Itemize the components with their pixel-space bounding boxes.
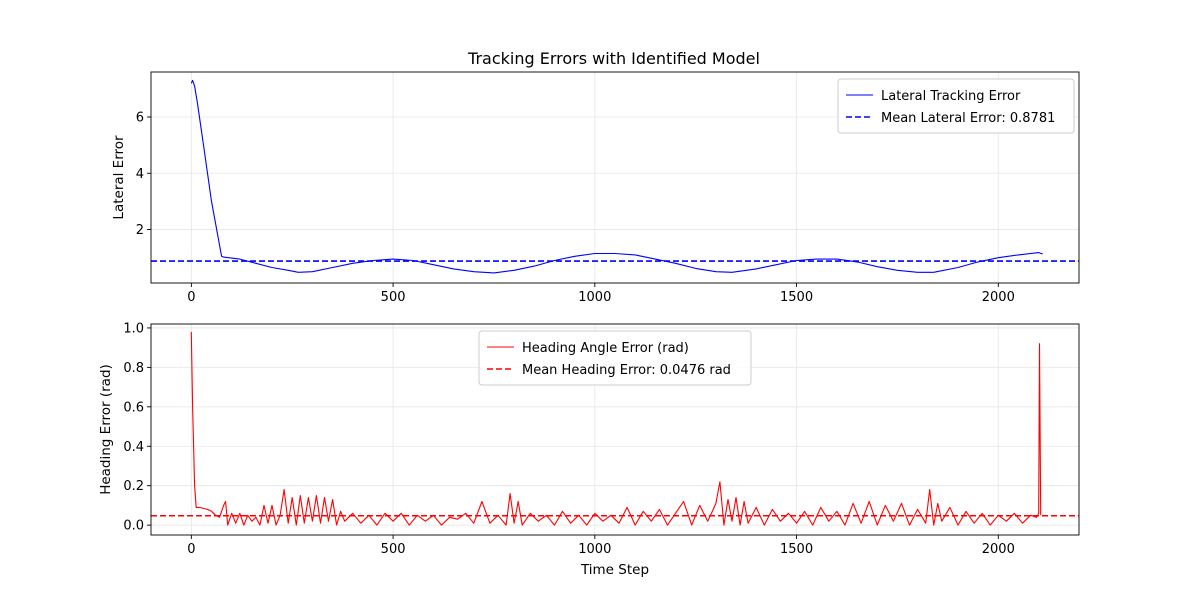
figure-title: Tracking Errors with Identified Model [467, 49, 760, 68]
legend-label: Mean Lateral Error: 0.8781 [881, 111, 1055, 126]
y-axis-label: Lateral Error [111, 135, 127, 220]
axes-frame [150, 71, 1080, 284]
legend-box [837, 78, 1075, 134]
lateral-error-panel: 0 500 1000 1500 2000 2 4 6 Lateral Error Lateral … [111, 71, 1080, 305]
plot-area [151, 331, 1079, 526]
x-tick-label: 2000 [982, 542, 1015, 557]
legend: Heading Angle Error (rad) Mean Heading Er… [478, 330, 752, 386]
x-tick-label: 1500 [780, 542, 813, 557]
series-line [190, 331, 1042, 526]
y-axis-label: Heading Error (rad) [98, 364, 114, 495]
legend: Lateral Tracking Error Mean Lateral Error… [837, 78, 1075, 134]
y-tick-label: 0.6 [123, 400, 144, 415]
x-tick-label: 1000 [578, 290, 611, 305]
x-tick-label: 1000 [578, 542, 611, 557]
x-tick-label: 0 [187, 542, 195, 557]
x-axis-label: Time Step [580, 562, 649, 578]
x-tick-label: 0 [187, 290, 195, 305]
y-tick-label: 0.4 [123, 440, 144, 455]
x-tick-label: 500 [381, 290, 406, 305]
plot-area [151, 79, 1079, 274]
legend-label: Mean Heading Error: 0.0476 rad [522, 363, 731, 378]
heading-error-panel: 0 500 1000 1500 2000 0.0 0.2 0.4 0.6 0.8 1.0 Headin… [98, 321, 1080, 578]
legend-label: Heading Angle Error (rad) [522, 341, 689, 356]
y-tick-label: 2 [136, 223, 144, 238]
y-tick-label: 0.0 [123, 519, 144, 534]
x-tick-label: 500 [381, 542, 406, 557]
legend-box [478, 330, 752, 386]
legend-label: Lateral Tracking Error [881, 89, 1021, 104]
axes-frame [150, 323, 1080, 536]
y-tick-label: 0.2 [123, 479, 144, 494]
y-tick-label: 4 [136, 167, 144, 182]
x-tick-label: 2000 [982, 290, 1015, 305]
x-tick-label: 1500 [780, 290, 813, 305]
y-tick-label: 6 [136, 111, 144, 126]
y-tick-label: 0.8 [123, 361, 144, 376]
y-tick-label: 1.0 [123, 321, 144, 336]
